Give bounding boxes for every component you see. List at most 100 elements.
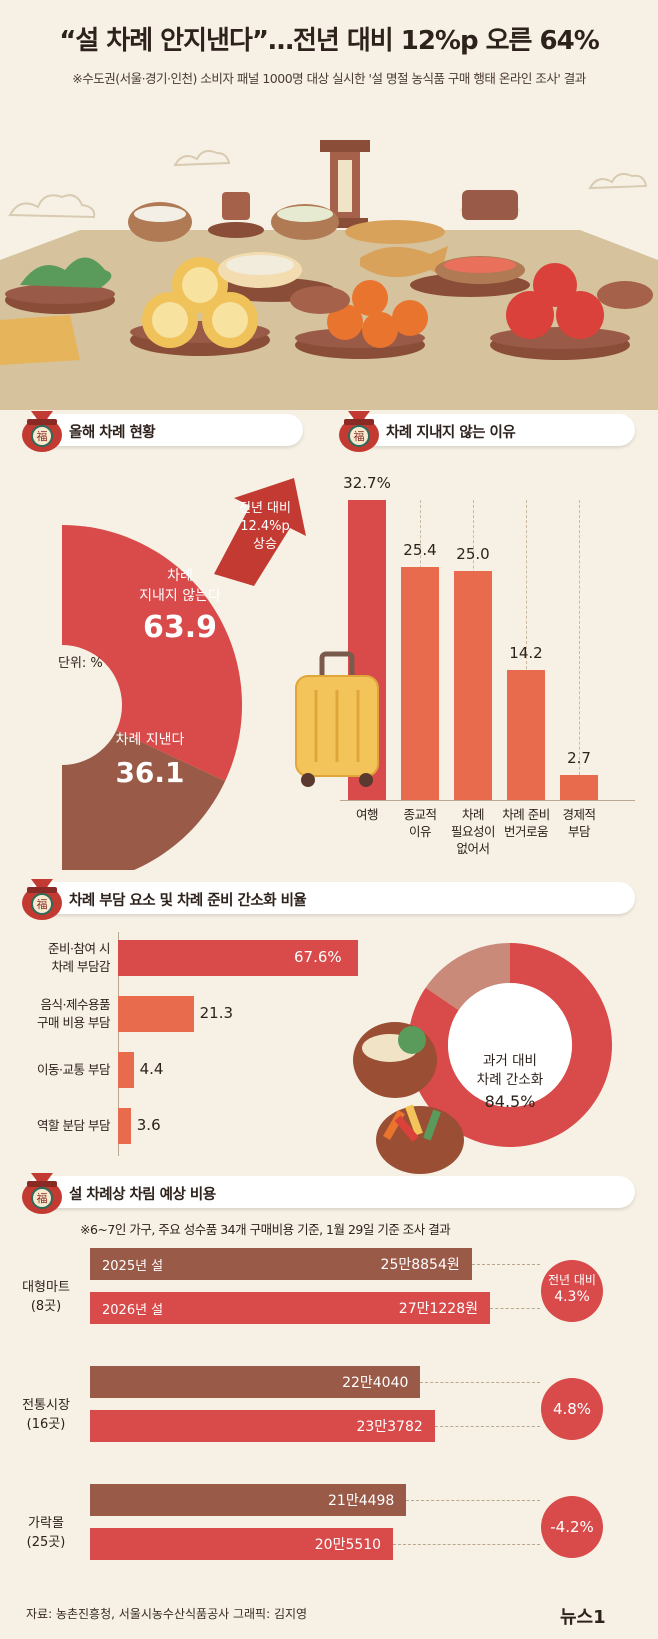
section-header-burden: 福 차례 부담 요소 및 차례 준비 간소화 비율 xyxy=(22,879,635,920)
cost-group-label: 전통시장 (16곳) xyxy=(6,1396,86,1434)
lucky-bag-icon: 福 xyxy=(339,411,379,452)
pie-label-line: 지내지 않는다 xyxy=(139,588,221,604)
burden-bar xyxy=(118,940,358,976)
svg-text:福: 福 xyxy=(37,429,48,443)
hbar-category-label: 이동·교통 부담 xyxy=(0,1061,110,1079)
cost-change-badge: -4.2% xyxy=(541,1496,603,1558)
cost-guide-line xyxy=(490,1308,540,1309)
cost-amount-label: 21만4498 xyxy=(328,1493,395,1509)
hbar-value-label: 3.6 xyxy=(136,1116,161,1134)
table-illustration xyxy=(0,140,658,410)
label-line: 종교적 xyxy=(403,807,437,822)
bar-value-label: 25.4 xyxy=(403,540,437,559)
label-line: 여행 xyxy=(355,807,379,822)
donut-value: 84.5% xyxy=(484,1092,536,1111)
bar-category-label: 경제적 부담 xyxy=(544,806,614,840)
section-title: 차례 부담 요소 및 차례 준비 간소화 비율 xyxy=(69,893,307,909)
pie-inner-cut xyxy=(62,645,122,765)
svg-text:福: 福 xyxy=(37,897,48,911)
label-line: 없어서 xyxy=(456,841,490,856)
donut-label-line: 차례 간소화 xyxy=(476,1072,544,1088)
cost-guide-line xyxy=(406,1500,540,1501)
simplification-donut-chart xyxy=(408,943,612,1147)
cost-amount-label: 27만1228원 xyxy=(398,1301,478,1317)
status-pie-chart xyxy=(0,525,242,870)
cost-year-label: 2025년 설 xyxy=(102,1259,164,1274)
label-line: 부담 xyxy=(567,824,591,839)
arrow-line: 전년 대비 xyxy=(239,501,291,516)
label-line: 준비·참여 시 xyxy=(48,941,110,956)
cost-bar: 23만3782 xyxy=(90,1410,435,1442)
food-bowls-icon xyxy=(353,1022,464,1174)
label-line: 차례 부담감 xyxy=(51,959,111,974)
label-line: (8곳) xyxy=(30,1299,62,1314)
pie-label-holding: 차례 지낸다 36.1 xyxy=(90,730,210,789)
label-line: 필요성이 xyxy=(450,824,496,839)
news1-logo: 뉴스1 xyxy=(560,1597,640,1629)
section-header-reasons: 福 차례 지내지 않는 이유 xyxy=(339,411,635,452)
label-line: 음식·제수용품 xyxy=(40,997,111,1012)
reasons-bar-chart: 32.7% 여행 25.4 종교적 이유 25.0 차례 필요성이 없어서 14.2 차례 준비 번거… xyxy=(340,470,640,870)
section-header-status: 福 올해 차례 현황 xyxy=(22,411,303,452)
cost-amount-label: 25만8854원 xyxy=(380,1257,460,1273)
donut-hole xyxy=(448,983,572,1107)
label-line: 가락몰 xyxy=(28,1516,64,1531)
cost-bar: 21만4498 xyxy=(90,1484,407,1516)
hbar-value-label: 67.6% xyxy=(294,948,342,966)
lucky-bag-icon: 福 xyxy=(22,1173,62,1214)
label-line: (16곳) xyxy=(26,1417,66,1432)
cost-group-label: 대형마트 (8곳) xyxy=(6,1278,86,1316)
cost-bar: 2026년 설 27만1228원 xyxy=(90,1292,490,1324)
logo-text: 뉴스1 xyxy=(560,1607,606,1628)
section-header-cost: 福 설 차례상 차림 예상 비용 xyxy=(22,1173,635,1214)
cost-year-label: 2026년 설 xyxy=(102,1303,164,1318)
cost-group-label: 가락몰 (25곳) xyxy=(6,1514,86,1552)
page-title: “설 차례 안지낸다”…전년 대비 12%p 오른 64% xyxy=(59,26,600,56)
burden-bar xyxy=(118,1052,134,1088)
vegetables-icon xyxy=(20,257,112,288)
change-prefix: 전년 대비 xyxy=(548,1273,596,1287)
reason-bar xyxy=(454,570,492,800)
change-value: 4.3% xyxy=(554,1289,590,1305)
lucky-bag-icon: 福 xyxy=(22,879,62,920)
arrow-line: 12.4%p xyxy=(240,519,290,534)
increase-arrow-icon xyxy=(214,478,306,586)
label-line: (25곳) xyxy=(26,1535,66,1550)
section-title: 설 차례상 차림 예상 비용 xyxy=(69,1187,216,1203)
cloud-right-icon xyxy=(173,150,648,190)
change-value: -4.2% xyxy=(550,1518,594,1536)
bar-value-label: 32.7% xyxy=(343,474,391,492)
x-axis-line xyxy=(340,800,635,801)
section-title: 올해 차례 현황 xyxy=(69,425,156,441)
bar-value-label: 2.7 xyxy=(567,749,591,768)
pie-label-line: 차례 지낸다 xyxy=(115,732,185,748)
label-line: 이유 xyxy=(408,824,432,839)
cloud-left-icon xyxy=(8,194,96,219)
cost-amount-label: 22만4040 xyxy=(342,1375,409,1391)
pie-value-holding: 36.1 xyxy=(115,756,185,789)
label-line: 이동·교통 부담 xyxy=(37,1062,110,1077)
svg-text:福: 福 xyxy=(37,1191,48,1205)
label-line: 번거로움 xyxy=(503,824,549,839)
hbar-category-label: 음식·제수용품 구매 비용 부담 xyxy=(0,996,110,1032)
label-line: 차례 xyxy=(461,807,485,822)
cost-amount-label: 23만3782 xyxy=(356,1419,423,1435)
ancestral-tablet-icon xyxy=(320,140,370,228)
cost-bar: 22만4040 xyxy=(90,1366,421,1398)
bar-value-label: 25.0 xyxy=(456,544,490,563)
cost-guide-line xyxy=(393,1544,540,1545)
pie-value-not-holding: 63.9 xyxy=(142,610,218,645)
suitcase-icon xyxy=(295,651,379,787)
cost-amount-label: 20만5510 xyxy=(314,1537,382,1553)
donut-slice xyxy=(408,943,612,1147)
hbar-value-label: 21.3 xyxy=(199,1004,234,1022)
source-credit: 자료: 농촌진흥청, 서울시농수산식품공사 그래픽: 김지영 xyxy=(26,1607,308,1621)
cost-bar: 20만5510 xyxy=(90,1528,394,1560)
apple-icon xyxy=(506,263,604,339)
label-line: 차례 준비 xyxy=(502,807,550,822)
